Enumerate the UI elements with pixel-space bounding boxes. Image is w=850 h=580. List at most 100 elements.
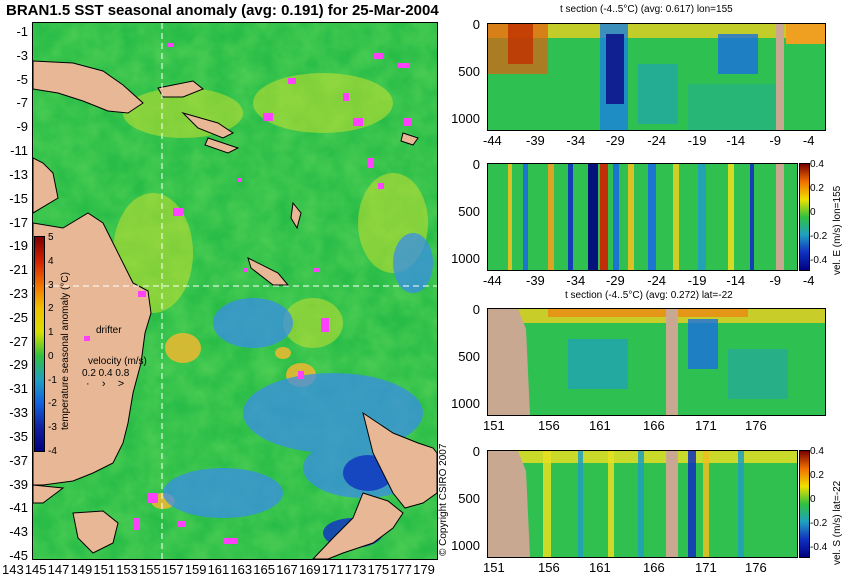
lon-tick-label: 155 xyxy=(139,562,161,577)
section-y-tick-label: 1000 xyxy=(451,396,480,411)
section-y-tick-label: 1000 xyxy=(451,251,480,266)
lat-tick-label: -27 xyxy=(9,333,28,349)
section-x-tick-label: -4 xyxy=(802,133,815,148)
colorbar-tick-label: 2 xyxy=(48,303,54,315)
lon-tick-label: 153 xyxy=(116,562,138,577)
section-x-tick-label: -19 xyxy=(687,133,707,148)
lon-tick-label: 157 xyxy=(161,562,184,577)
lat-tick-label: -33 xyxy=(9,405,28,421)
section-y-tick-label: 0 xyxy=(472,302,480,317)
section2-colorbar xyxy=(799,163,810,271)
lat-tick-label: -25 xyxy=(9,309,28,325)
new-zealand-land xyxy=(362,411,437,509)
section-colorbar-tick-label: 0.4 xyxy=(810,159,824,170)
lat-tick-label: -43 xyxy=(9,524,28,540)
section-x-tick-label: -29 xyxy=(605,273,625,288)
page-title: BRAN1.5 SST seasonal anomaly (avg: 0.191… xyxy=(6,2,439,19)
lat-tick-label: -31 xyxy=(9,381,28,397)
lat-tick-label: -39 xyxy=(9,476,28,492)
section2-vel-east-lon155[interactable] xyxy=(487,163,798,271)
section-x-tick-label: -4 xyxy=(802,273,815,288)
section-x-tick-label: -9 xyxy=(769,133,781,148)
section-x-tick-label: -19 xyxy=(687,273,707,288)
lat-tick-label: -1 xyxy=(16,24,28,39)
section-y-tick-label: 0 xyxy=(472,17,480,32)
lon-tick-label: 159 xyxy=(184,562,207,577)
colorbar-tick-label: 4 xyxy=(48,255,54,267)
lat-tick-label: -29 xyxy=(9,357,28,373)
section-y-tick-label: 500 xyxy=(458,349,480,364)
section-x-tick-label: -34 xyxy=(566,133,586,148)
section-x-tick-label: 166 xyxy=(643,418,665,433)
lat-tick-label: -17 xyxy=(9,214,28,230)
lon-tick-label: 165 xyxy=(253,562,275,577)
drifter-legend-icon xyxy=(84,336,90,341)
section-x-tick-label: 176 xyxy=(745,560,767,575)
section-x-tick-label: 161 xyxy=(589,560,611,575)
section-x-tick-label: -24 xyxy=(647,273,667,288)
section-y-tick-label: 0 xyxy=(472,444,480,459)
lat-tick-label: -15 xyxy=(9,190,28,206)
section-x-tick-label: -44 xyxy=(483,273,502,288)
lon-tick-label: 149 xyxy=(70,562,93,577)
section2-colorbar-label: vel. E (m/s) lon=155 xyxy=(832,185,843,275)
lon-tick-label: 177 xyxy=(390,562,413,577)
lat-tick-label: -21 xyxy=(9,262,28,278)
lon-tick-label: 145 xyxy=(24,562,47,577)
map-colorbar-label: temperature seasonal anomaly (°C) xyxy=(60,272,71,430)
section1-title: t section (-4..5°C) (avg: 0.617) lon=155 xyxy=(560,4,733,15)
sst-anomaly-map[interactable] xyxy=(32,22,438,560)
section4-vel-south-lat22[interactable] xyxy=(487,450,798,558)
section-y-tick-label: 0 xyxy=(472,157,480,172)
section-x-tick-label: -39 xyxy=(526,273,545,288)
velocity-label: velocity (m/s) xyxy=(88,356,147,367)
section-y-tick-label: 500 xyxy=(458,64,480,79)
copyright-text: © Copyright CSIRO 2007 xyxy=(438,443,449,556)
section3-temp-lat22[interactable] xyxy=(487,308,826,416)
section3-title: t section (-4..5°C) (avg: 0.272) lat=-22 xyxy=(565,290,733,301)
lat-tick-label: -35 xyxy=(9,428,28,444)
lon-tick-label: 161 xyxy=(207,562,230,577)
lon-tick-label: 175 xyxy=(367,562,390,577)
lon-tick-label: 167 xyxy=(276,562,298,577)
section-x-tick-label: -39 xyxy=(526,133,545,148)
section-y-tick-label: 1000 xyxy=(451,111,480,126)
section1-temp-lon155[interactable] xyxy=(487,23,826,131)
colorbar-tick-label: -3 xyxy=(48,422,57,434)
section-x-tick-label: -14 xyxy=(726,133,746,148)
drifter-markers xyxy=(133,43,411,544)
colorbar-tick-label: 5 xyxy=(48,232,54,243)
australia-land xyxy=(33,212,152,486)
section-colorbar-tick-label: -0.4 xyxy=(810,542,828,553)
section-colorbar-tick-label: -0.4 xyxy=(810,255,828,266)
lon-tick-label: 171 xyxy=(321,562,344,577)
lon-tick-label: 179 xyxy=(413,562,435,577)
lon-tick-label: 143 xyxy=(2,562,24,577)
colorbar-tick-label: -2 xyxy=(48,398,57,410)
velocity-values: 0.2 0.4 0.8 xyxy=(82,368,130,379)
lat-tick-label: -5 xyxy=(16,71,28,87)
lon-tick-label: 169 xyxy=(298,562,321,577)
section4-colorbar xyxy=(799,450,810,558)
section-x-tick-label: -44 xyxy=(483,133,502,148)
lat-tick-label: -11 xyxy=(10,143,28,159)
drifter-label: drifter xyxy=(96,325,122,336)
section-x-tick-label: 156 xyxy=(538,560,560,575)
velocity-arrows: · › > xyxy=(86,378,125,390)
colorbar-tick-label: 0 xyxy=(48,350,54,362)
section-y-tick-label: 500 xyxy=(458,204,480,219)
section-colorbar-tick-label: 0.4 xyxy=(810,446,824,457)
section-colorbar-tick-label: -0.2 xyxy=(810,231,828,242)
section-colorbar-tick-label: -0.2 xyxy=(810,518,828,529)
lat-tick-label: -9 xyxy=(16,119,28,135)
section-x-tick-label: 161 xyxy=(589,418,611,433)
section-colorbar-tick-label: 0 xyxy=(810,494,816,505)
new-guinea-land xyxy=(33,60,144,114)
lon-tick-label: 151 xyxy=(93,562,116,577)
lon-tick-label: 173 xyxy=(344,562,367,577)
section-x-tick-label: 176 xyxy=(745,418,767,433)
tasmania-land xyxy=(72,510,119,554)
section-y-tick-label: 500 xyxy=(458,491,480,506)
section-colorbar-tick-label: 0 xyxy=(810,207,816,218)
section-x-tick-label: 156 xyxy=(538,418,560,433)
